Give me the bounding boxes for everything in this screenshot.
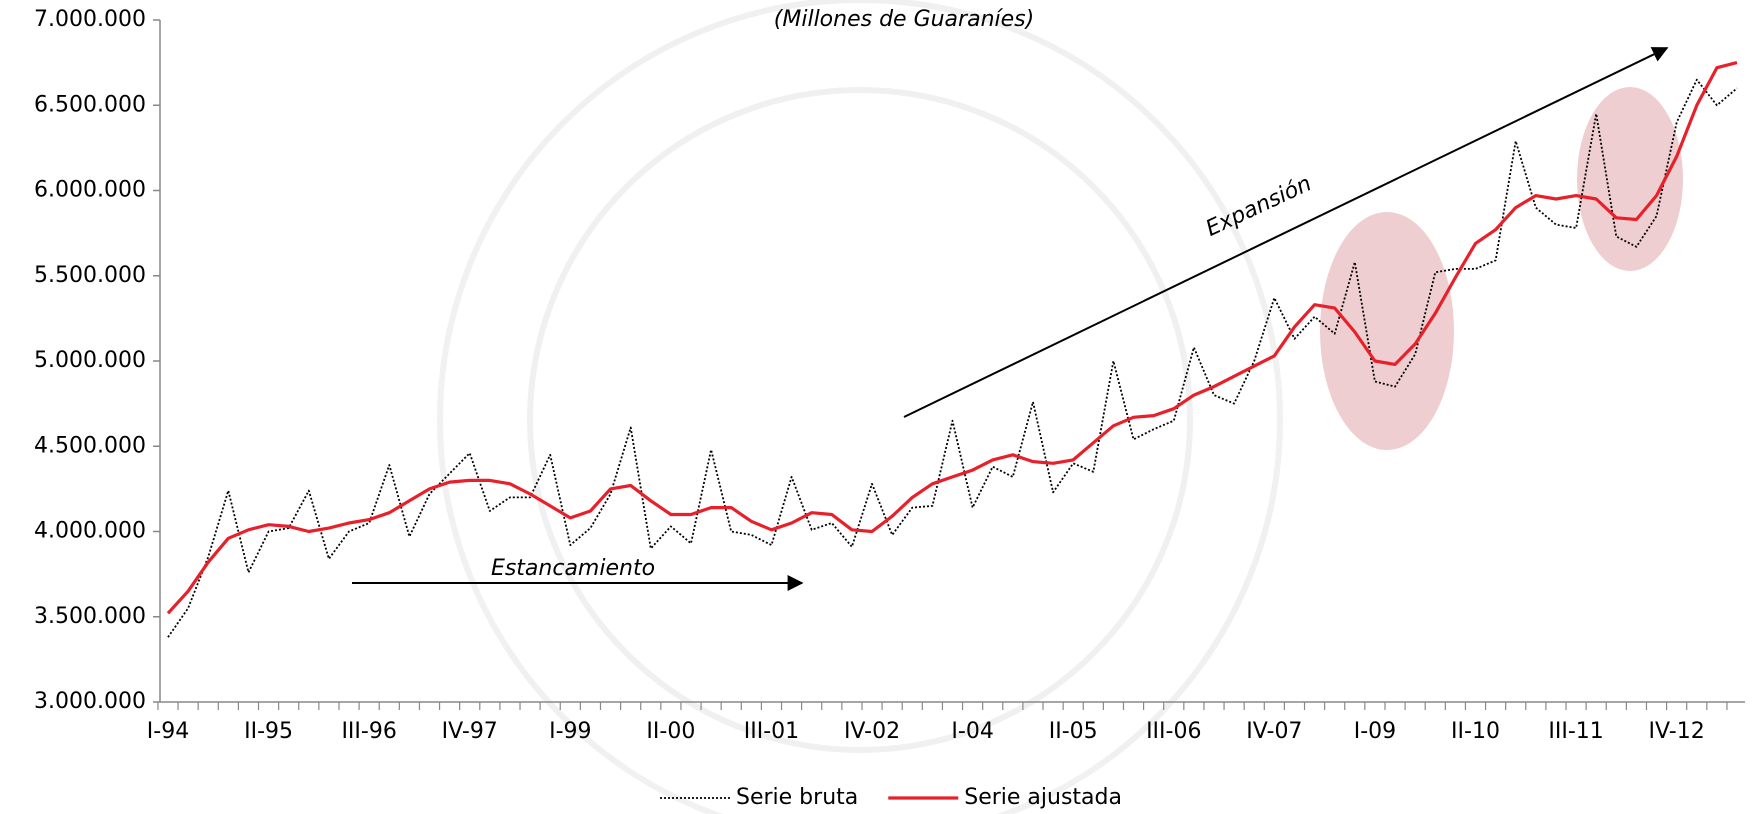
y-tick-label: 4.500.000 — [34, 433, 146, 458]
x-tick-label: II-00 — [646, 719, 695, 744]
x-tick-label: II-05 — [1049, 719, 1098, 744]
x-tick-label: III-06 — [1146, 719, 1201, 744]
y-tick-label: 6.500.000 — [34, 92, 146, 117]
x-tick-label: III-96 — [341, 719, 396, 744]
x-tick-label: III-11 — [1548, 719, 1603, 744]
legend-label: Serie ajustada — [964, 785, 1122, 810]
y-tick-label: 6.000.000 — [34, 178, 146, 203]
legend-label: Serie bruta — [736, 785, 858, 810]
y-tick-label: 4.000.000 — [34, 519, 146, 544]
x-tick-label: I-99 — [549, 719, 591, 744]
series-line — [166, 61, 1738, 615]
y-tick-label: 5.500.000 — [34, 263, 146, 288]
x-tick-label: II-10 — [1451, 719, 1500, 744]
y-tick-label: 5.000.000 — [34, 348, 146, 373]
y-tick-label: 7.000.000 — [34, 7, 146, 32]
x-tick-label: I-04 — [951, 719, 993, 744]
y-tick-label: 3.500.000 — [34, 604, 146, 629]
x-tick-label: II-95 — [244, 719, 293, 744]
highlight — [1577, 87, 1683, 271]
series-line — [167, 78, 1738, 638]
x-tick-label: I-94 — [147, 719, 189, 744]
highlight — [1320, 212, 1454, 450]
watermark — [437, 0, 1283, 814]
x-tick-label: IV-07 — [1246, 719, 1302, 744]
x-tick-label: III-01 — [744, 719, 799, 744]
x-tick-label: IV-02 — [844, 719, 900, 744]
y-tick-label: 3.000.000 — [34, 689, 146, 714]
x-tick-label: I-09 — [1354, 719, 1396, 744]
arrow — [903, 47, 1669, 418]
annotation: Estancamiento — [491, 556, 655, 581]
x-tick-label: IV-12 — [1649, 719, 1705, 744]
subtitle: (Millones de Guaraníes) — [774, 7, 1034, 32]
x-tick-label: IV-97 — [442, 719, 498, 744]
